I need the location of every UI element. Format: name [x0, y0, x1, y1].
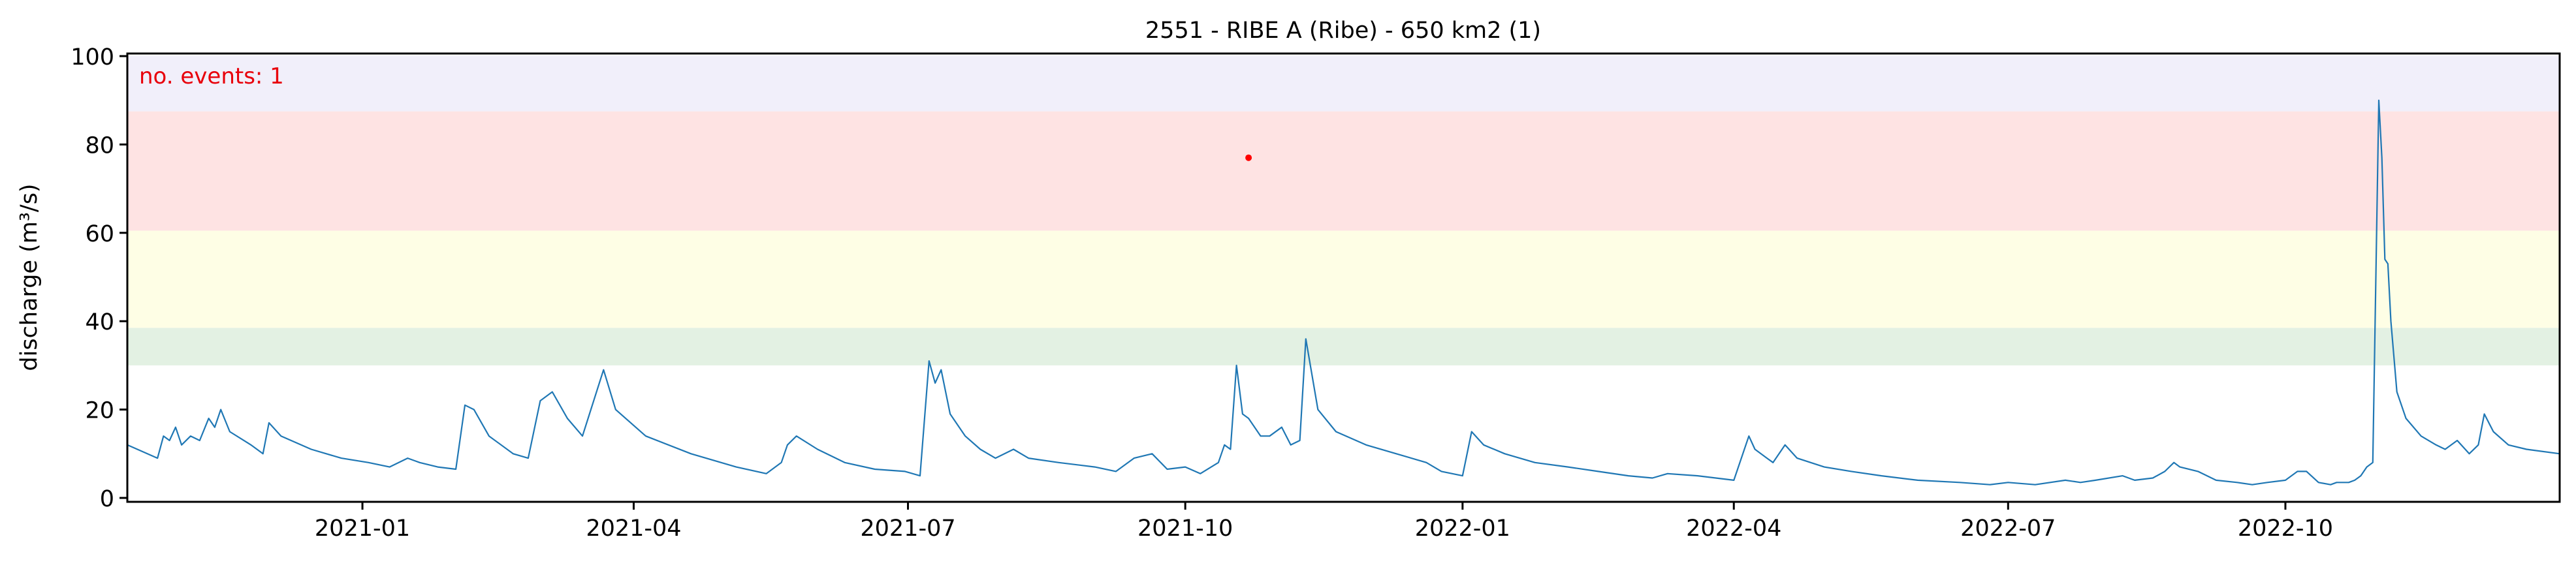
x-tick-label-2: 2021-07: [860, 516, 955, 542]
threshold-band-3: [127, 56, 2560, 112]
chart-title: 2551 - RIBE A (Ribe) - 650 km2 (1): [1145, 18, 1541, 44]
x-tick-label-6: 2022-07: [1960, 516, 2056, 542]
threshold-bands: [127, 56, 2560, 365]
x-tick-label-5: 2022-04: [1686, 516, 1781, 542]
series-line-0: [127, 99, 2560, 486]
y-tick-label-2: 40: [85, 309, 114, 335]
y-tick-label-5: 100: [71, 44, 114, 70]
threshold-band-1: [127, 230, 2560, 328]
y-tick-label-1: 20: [85, 398, 114, 424]
x-tick-label-0: 2021-01: [315, 516, 410, 542]
y-tick-label-0: 0: [100, 486, 114, 512]
events-annotation: no. events: 1: [139, 63, 284, 89]
x-tick-label-4: 2022-01: [1415, 516, 1510, 542]
y-tick-label-3: 60: [85, 221, 114, 247]
x-tick-label-3: 2021-10: [1137, 516, 1233, 542]
y-axis-label: discharge (m³/s): [16, 183, 42, 371]
x-tick-label-1: 2021-04: [586, 516, 681, 542]
plot-frame: [126, 52, 2561, 503]
series-layer: [127, 99, 2560, 486]
y-axis: 0 20 40 60 80 100: [71, 44, 127, 512]
event-layer: [1245, 154, 1252, 161]
threshold-band-2: [127, 111, 2560, 231]
event-marker-0: [1245, 154, 1252, 161]
x-axis: 2021-01 2021-04 2021-07 2021-10 2022-01 2022-…: [315, 502, 2333, 542]
x-tick-label-7: 2022-10: [2238, 516, 2333, 542]
threshold-band-0: [127, 328, 2560, 365]
y-tick-label-4: 80: [85, 132, 114, 159]
